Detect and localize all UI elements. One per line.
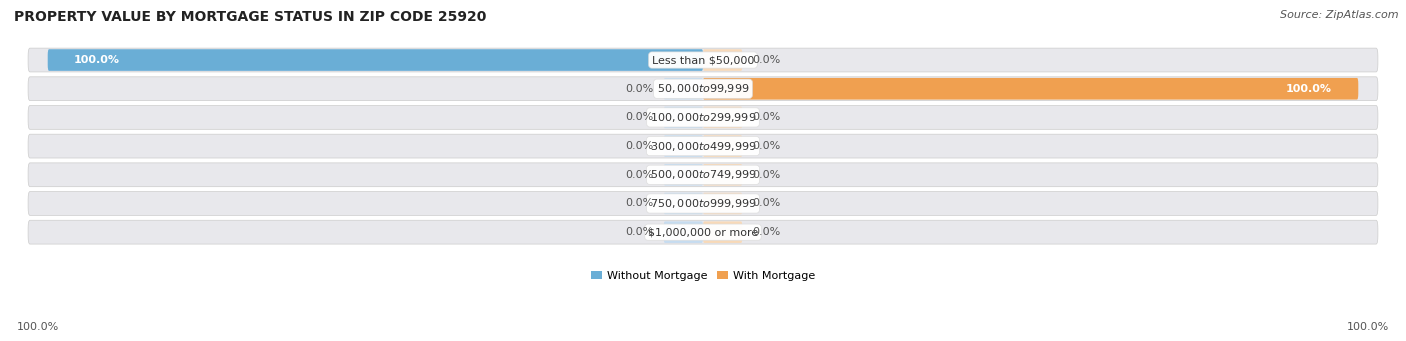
Text: 0.0%: 0.0% (752, 170, 780, 180)
Legend: Without Mortgage, With Mortgage: Without Mortgage, With Mortgage (586, 266, 820, 285)
Text: 0.0%: 0.0% (626, 227, 654, 237)
FancyBboxPatch shape (703, 78, 1358, 100)
Text: $1,000,000 or more: $1,000,000 or more (648, 227, 758, 237)
Text: 0.0%: 0.0% (752, 141, 780, 151)
FancyBboxPatch shape (28, 134, 1378, 158)
FancyBboxPatch shape (664, 135, 703, 157)
Text: $300,000 to $499,999: $300,000 to $499,999 (650, 139, 756, 153)
FancyBboxPatch shape (28, 105, 1378, 129)
FancyBboxPatch shape (664, 221, 703, 243)
Text: 0.0%: 0.0% (752, 113, 780, 122)
Text: $750,000 to $999,999: $750,000 to $999,999 (650, 197, 756, 210)
FancyBboxPatch shape (28, 48, 1378, 72)
Text: 0.0%: 0.0% (752, 198, 780, 208)
Text: 0.0%: 0.0% (626, 170, 654, 180)
Text: $50,000 to $99,999: $50,000 to $99,999 (657, 82, 749, 95)
Text: 100.0%: 100.0% (75, 55, 120, 65)
FancyBboxPatch shape (28, 192, 1378, 216)
FancyBboxPatch shape (703, 49, 742, 71)
Text: Less than $50,000: Less than $50,000 (652, 55, 754, 65)
FancyBboxPatch shape (703, 193, 742, 214)
Text: 0.0%: 0.0% (626, 198, 654, 208)
FancyBboxPatch shape (664, 164, 703, 186)
Text: 0.0%: 0.0% (626, 84, 654, 94)
Text: 100.0%: 100.0% (17, 322, 59, 332)
Text: 0.0%: 0.0% (626, 141, 654, 151)
FancyBboxPatch shape (703, 78, 1358, 100)
Text: 0.0%: 0.0% (752, 227, 780, 237)
FancyBboxPatch shape (28, 77, 1378, 101)
FancyBboxPatch shape (703, 135, 742, 157)
Text: 100.0%: 100.0% (1286, 84, 1331, 94)
Text: $100,000 to $299,999: $100,000 to $299,999 (650, 111, 756, 124)
FancyBboxPatch shape (48, 49, 703, 71)
Text: PROPERTY VALUE BY MORTGAGE STATUS IN ZIP CODE 25920: PROPERTY VALUE BY MORTGAGE STATUS IN ZIP… (14, 10, 486, 24)
FancyBboxPatch shape (28, 163, 1378, 187)
FancyBboxPatch shape (703, 221, 742, 243)
FancyBboxPatch shape (28, 220, 1378, 244)
FancyBboxPatch shape (48, 49, 703, 71)
Text: 100.0%: 100.0% (1347, 322, 1389, 332)
FancyBboxPatch shape (664, 107, 703, 128)
FancyBboxPatch shape (664, 78, 703, 100)
Text: 0.0%: 0.0% (752, 55, 780, 65)
Text: 0.0%: 0.0% (626, 113, 654, 122)
Text: $500,000 to $749,999: $500,000 to $749,999 (650, 168, 756, 181)
Text: Source: ZipAtlas.com: Source: ZipAtlas.com (1281, 10, 1399, 20)
FancyBboxPatch shape (664, 193, 703, 214)
FancyBboxPatch shape (703, 107, 742, 128)
FancyBboxPatch shape (703, 164, 742, 186)
